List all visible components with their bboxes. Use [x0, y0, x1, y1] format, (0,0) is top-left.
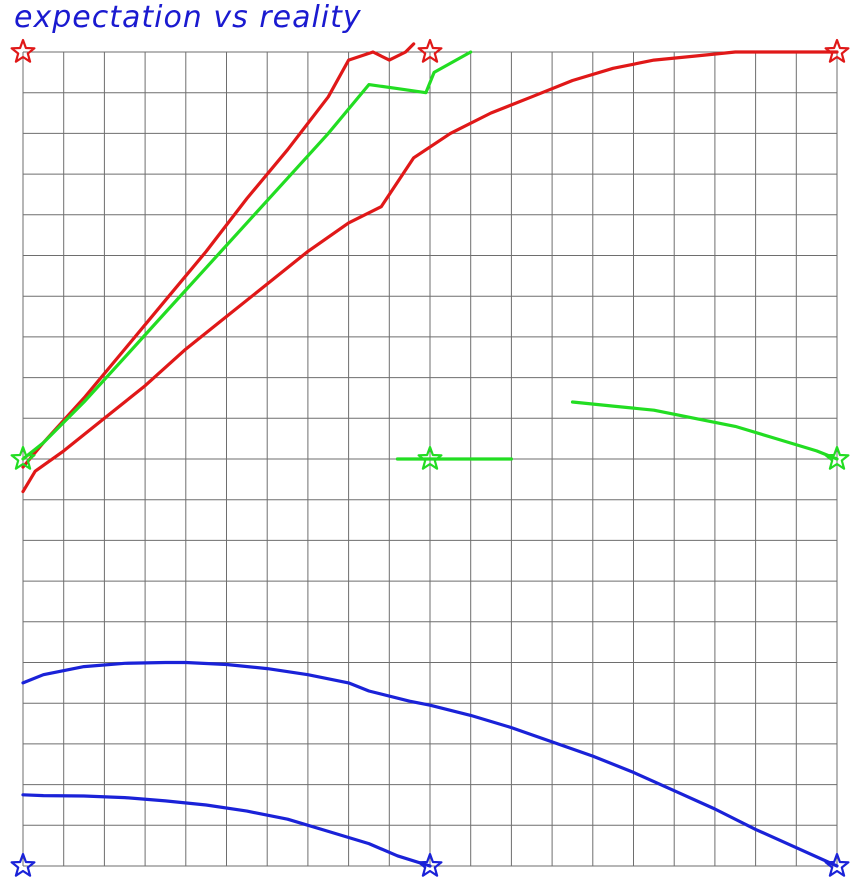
red-star-marker — [824, 38, 850, 63]
star-markers — [10, 38, 850, 877]
green-series-line — [21, 50, 473, 461]
red-star-marker — [10, 38, 36, 63]
green-series-line — [570, 400, 839, 461]
blue-series-line — [21, 660, 839, 868]
blue-star-marker — [10, 852, 36, 877]
series-layer — [21, 42, 839, 868]
blue-series-line — [21, 793, 432, 868]
blue-star-marker — [824, 852, 850, 877]
red-star-marker — [417, 38, 443, 63]
green-star-marker — [10, 445, 36, 470]
red-series-line — [21, 42, 416, 469]
red-series-line — [21, 50, 839, 494]
blue-star-marker — [417, 852, 443, 877]
chart-title: expectation vs reality — [14, 0, 362, 35]
green-star-marker — [417, 445, 443, 470]
green-star-marker — [824, 445, 850, 470]
